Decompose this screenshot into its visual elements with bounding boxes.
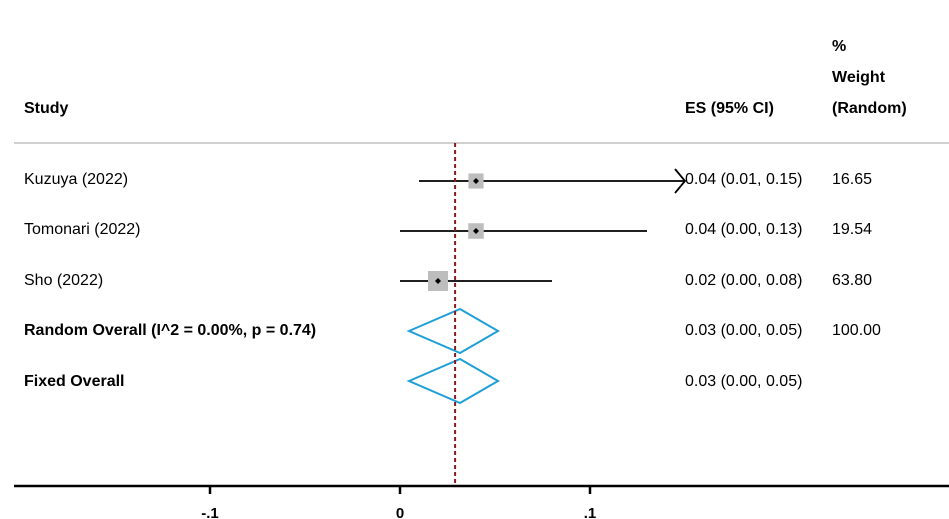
random-overall-weight-text: 100.00 <box>832 322 881 339</box>
point-estimate-3 <box>435 278 441 284</box>
random-overall-diamond <box>406 307 500 355</box>
point-estimate-2 <box>473 228 479 234</box>
study-label-1: Kuzuya (2022) <box>24 171 129 188</box>
fixed-overall-diamond <box>406 357 500 405</box>
weight-text-2: 19.54 <box>832 221 873 238</box>
random-overall-label: Random Overall (I^2 = 0.00%, p = 0.74) <box>24 322 317 339</box>
weight-header-line1: % <box>832 38 847 55</box>
x-tick-label-3: .1 <box>584 505 597 519</box>
weight-header-line3: (Random) <box>832 100 907 117</box>
weight-text-3: 63.80 <box>832 272 873 289</box>
overall-diamonds <box>406 307 500 405</box>
weight-text-1: 16.65 <box>832 171 873 188</box>
fixed-overall-label: Fixed Overall <box>24 373 125 390</box>
es-text-2: 0.04 (0.00, 0.13) <box>685 221 803 238</box>
weight-header-line2: Weight <box>832 69 886 86</box>
ci-arrow-1 <box>674 168 687 194</box>
point-estimate-1 <box>473 178 479 184</box>
es-text-1: 0.04 (0.01, 0.15) <box>685 171 803 188</box>
study-column-header: Study <box>24 100 69 117</box>
es-text-3: 0.02 (0.00, 0.08) <box>685 272 803 289</box>
es-column-header: ES (95% CI) <box>685 100 774 117</box>
x-axis-ticks: -.1 0 .1 <box>201 486 596 519</box>
x-tick-label-2: 0 <box>396 505 404 519</box>
study-label-3: Sho (2022) <box>24 272 104 289</box>
fixed-overall-es-text: 0.03 (0.00, 0.05) <box>685 373 803 390</box>
random-overall-es-text: 0.03 (0.00, 0.05) <box>685 322 803 339</box>
study-marks <box>400 168 687 291</box>
study-label-2: Tomonari (2022) <box>24 221 141 238</box>
x-tick-label-1: -.1 <box>201 505 219 519</box>
